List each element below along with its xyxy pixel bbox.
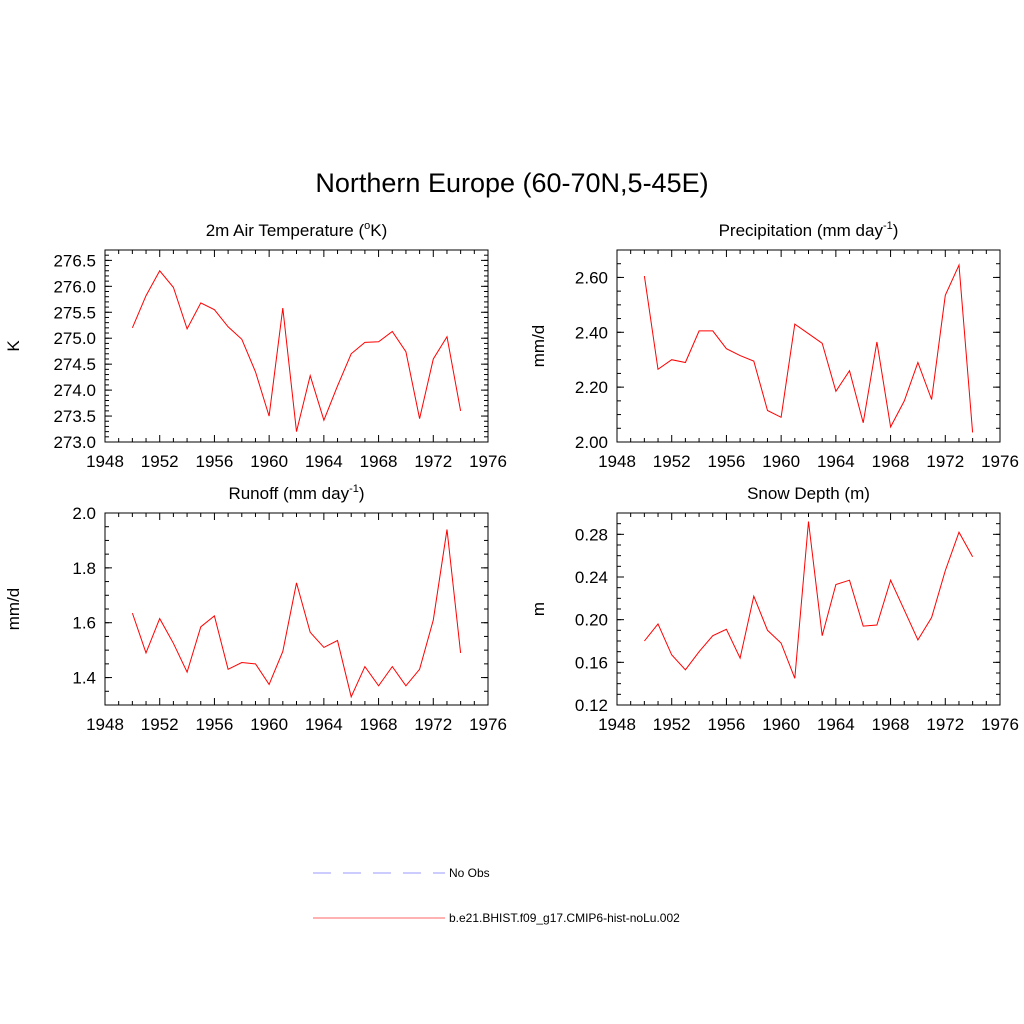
y-tick-label: 2.0 bbox=[72, 504, 96, 523]
x-tick-label: 1968 bbox=[360, 715, 398, 734]
plot-frame bbox=[616, 512, 1001, 706]
panel-title-main: Runoff (mm day bbox=[228, 484, 349, 503]
x-tick-label: 1956 bbox=[196, 452, 234, 471]
x-tick-label: 1972 bbox=[414, 452, 452, 471]
y-tick-label: 2.40 bbox=[575, 323, 608, 342]
chart-panel-4: Snow Depth (m) 1948 1952 1956 1960 1964 1968 19… bbox=[529, 484, 1019, 734]
panel-title-tail: ) bbox=[893, 221, 899, 240]
y-tick-label: 0.24 bbox=[575, 568, 608, 587]
series-line-1 bbox=[644, 521, 974, 679]
y-tick-label: 275.5 bbox=[53, 303, 96, 322]
x-tick-label: 1952 bbox=[141, 715, 179, 734]
panel-title: Runoff (mm day-1) bbox=[228, 483, 364, 503]
x-tick-label: 1948 bbox=[86, 715, 124, 734]
x-tick-label: 1976 bbox=[469, 715, 507, 734]
chart-panel-2: Precipitation (mm day-1) 1948 1952 1956 1960… bbox=[529, 220, 1019, 471]
panel-title: Snow Depth (m) bbox=[747, 484, 870, 503]
x-tick-label: 1968 bbox=[360, 452, 398, 471]
x-tick-label: 1972 bbox=[414, 715, 452, 734]
series-line-1 bbox=[643, 263, 974, 433]
y-tick-label: 1.6 bbox=[72, 614, 96, 633]
x-tick-label: 1976 bbox=[981, 715, 1019, 734]
panel-title-tail: ) bbox=[359, 484, 365, 503]
y-tick-label: 2.60 bbox=[575, 268, 608, 287]
x-tick-label: 1952 bbox=[653, 715, 691, 734]
plot-frame bbox=[104, 512, 489, 706]
panel-title-main: Snow Depth (m) bbox=[747, 484, 870, 503]
y-tick-label: 274.0 bbox=[53, 381, 96, 400]
y-tick-label: 2.20 bbox=[575, 378, 608, 397]
panel-title: 2m Air Temperature (oK) bbox=[206, 220, 388, 240]
x-tick-label: 1968 bbox=[872, 715, 910, 734]
x-tick-label: 1972 bbox=[926, 452, 964, 471]
x-tick-label: 1960 bbox=[762, 452, 800, 471]
series-line-1 bbox=[131, 529, 462, 699]
x-tick-label: 1964 bbox=[817, 452, 855, 471]
panel-title-superscript: -1 bbox=[349, 483, 359, 495]
x-tick-label: 1960 bbox=[250, 715, 288, 734]
plot-frame bbox=[104, 249, 489, 443]
panel-title-superscript: -1 bbox=[883, 220, 893, 232]
x-tick-label: 1956 bbox=[708, 715, 746, 734]
panel-title: Precipitation (mm day-1) bbox=[719, 220, 899, 240]
x-tick-label: 1948 bbox=[86, 452, 124, 471]
x-tick-label: 1948 bbox=[598, 715, 636, 734]
x-tick-label: 1976 bbox=[469, 452, 507, 471]
x-tick-label: 1964 bbox=[305, 715, 343, 734]
y-axis-label: mm/d bbox=[529, 325, 548, 368]
y-tick-label: 2.00 bbox=[575, 433, 608, 452]
y-axis-label: m bbox=[529, 602, 548, 616]
y-tick-label: 276.5 bbox=[53, 251, 96, 270]
x-tick-label: 1976 bbox=[981, 452, 1019, 471]
y-tick-label: 274.5 bbox=[53, 355, 96, 374]
main-title: Northern Europe (60-70N,5-45E) bbox=[315, 168, 709, 198]
x-tick-label: 1964 bbox=[817, 715, 855, 734]
legend-label-2: b.e21.BHIST.f09_g17.CMIP6-hist-noLu.002 bbox=[449, 911, 680, 925]
x-tick-label: 1960 bbox=[250, 452, 288, 471]
x-tick-label: 1964 bbox=[305, 452, 343, 471]
y-tick-label: 275.0 bbox=[53, 329, 96, 348]
y-tick-label: 276.0 bbox=[53, 277, 96, 296]
series-line-1 bbox=[131, 269, 462, 432]
y-tick-label: 273.5 bbox=[53, 407, 96, 426]
panel-title-main: Precipitation (mm day bbox=[719, 221, 884, 240]
x-tick-label: 1968 bbox=[872, 452, 910, 471]
y-axis-label: K bbox=[4, 340, 23, 352]
chart-panel-1: 2m Air Temperature (oK) 1948 1952 1956 1960 1… bbox=[4, 220, 507, 471]
y-tick-label: 0.28 bbox=[575, 525, 608, 544]
y-tick-label: 273.0 bbox=[53, 433, 96, 452]
y-axis-label: mm/d bbox=[4, 588, 23, 631]
x-tick-label: 1960 bbox=[762, 715, 800, 734]
x-tick-label: 1956 bbox=[196, 715, 234, 734]
legend: No Obs b.e21.BHIST.f09_g17.CMIP6-hist-noL… bbox=[313, 866, 680, 925]
y-tick-label: 1.8 bbox=[72, 559, 96, 578]
panel-title-superscript: o bbox=[364, 220, 370, 232]
y-tick-label: 1.4 bbox=[72, 669, 96, 688]
x-tick-label: 1952 bbox=[653, 452, 691, 471]
x-tick-label: 1948 bbox=[598, 452, 636, 471]
x-tick-label: 1956 bbox=[708, 452, 746, 471]
panel-title-main: 2m Air Temperature ( bbox=[206, 221, 365, 240]
y-tick-label: 0.12 bbox=[575, 696, 608, 715]
x-tick-label: 1972 bbox=[926, 715, 964, 734]
legend-label-1: No Obs bbox=[449, 866, 490, 880]
panel-title-tail: K) bbox=[370, 221, 387, 240]
chart-panel-3: Runoff (mm day-1) 1948 1952 1956 1960 1964 196… bbox=[4, 483, 507, 734]
x-tick-label: 1952 bbox=[141, 452, 179, 471]
plot-frame bbox=[616, 249, 1001, 443]
y-tick-label: 0.16 bbox=[575, 653, 608, 672]
y-tick-label: 0.20 bbox=[575, 611, 608, 630]
